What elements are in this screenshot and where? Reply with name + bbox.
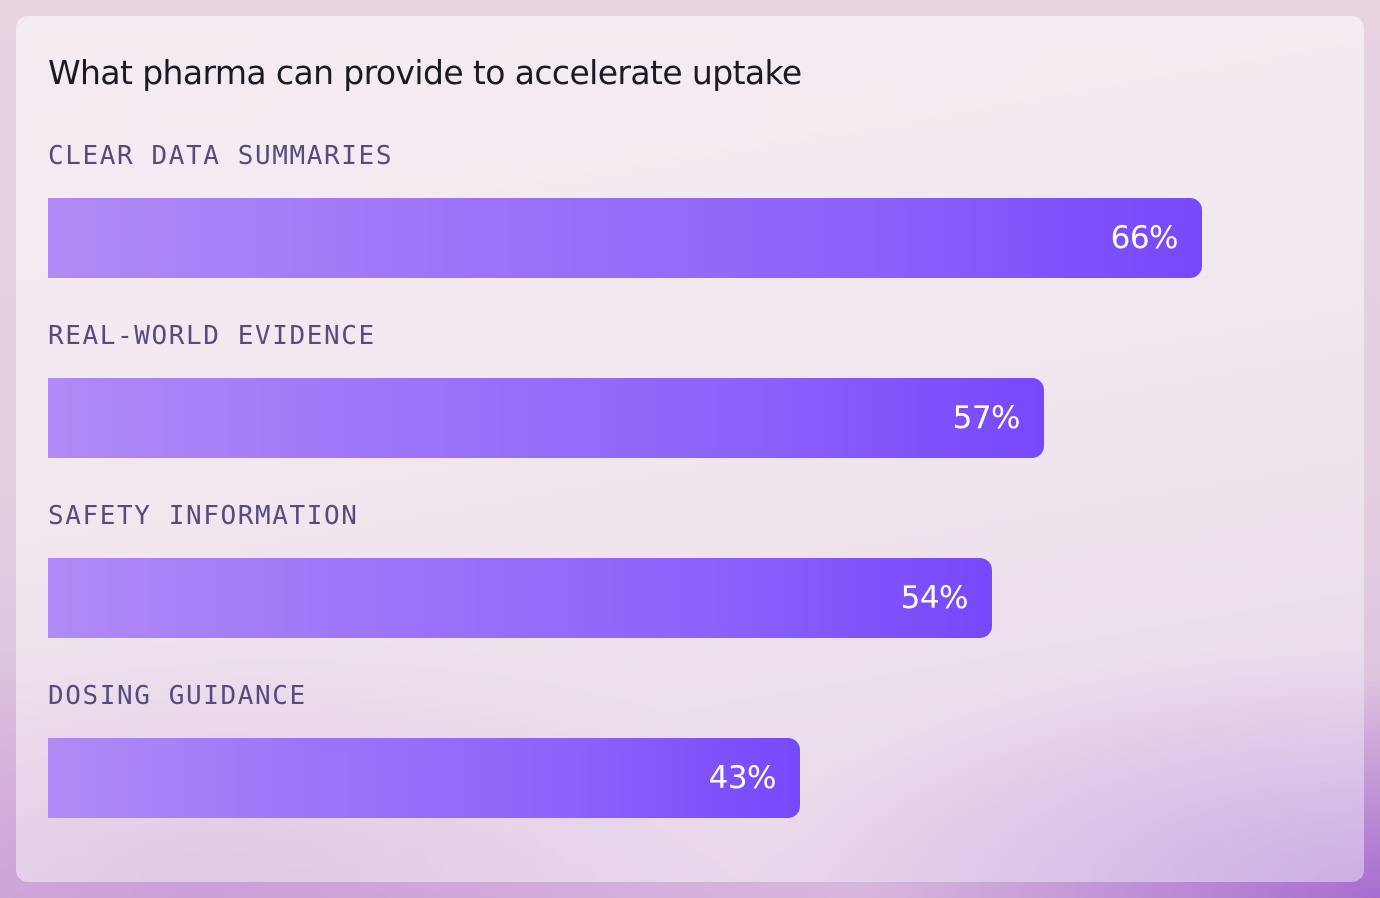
bar-row: DOSING GUIDANCE 43% [48,668,1338,838]
bar-value-label: 57% [952,400,1021,436]
category-label: DOSING GUIDANCE [48,681,307,711]
category-label: REAL-WORLD EVIDENCE [48,321,376,351]
bar-chart: CLEAR DATA SUMMARIES 66% REAL-WORLD EVIDEN… [48,128,1338,848]
bar-row: SAFETY INFORMATION 54% [48,488,1338,658]
category-label: CLEAR DATA SUMMARIES [48,141,394,171]
bar-row: REAL-WORLD EVIDENCE 57% [48,308,1338,478]
bar: 54% [48,558,992,638]
bar-value-label: 54% [900,580,969,616]
bar-row: CLEAR DATA SUMMARIES 66% [48,128,1338,298]
bar-value-label: 66% [1110,220,1179,256]
chart-title: What pharma can provide to accelerate up… [48,53,802,92]
bar: 57% [48,378,1044,458]
category-label: SAFETY INFORMATION [48,501,359,531]
bar: 43% [48,738,800,818]
bar-value-label: 43% [708,760,777,796]
chart-card: What pharma can provide to accelerate up… [16,16,1364,882]
bar: 66% [48,198,1202,278]
